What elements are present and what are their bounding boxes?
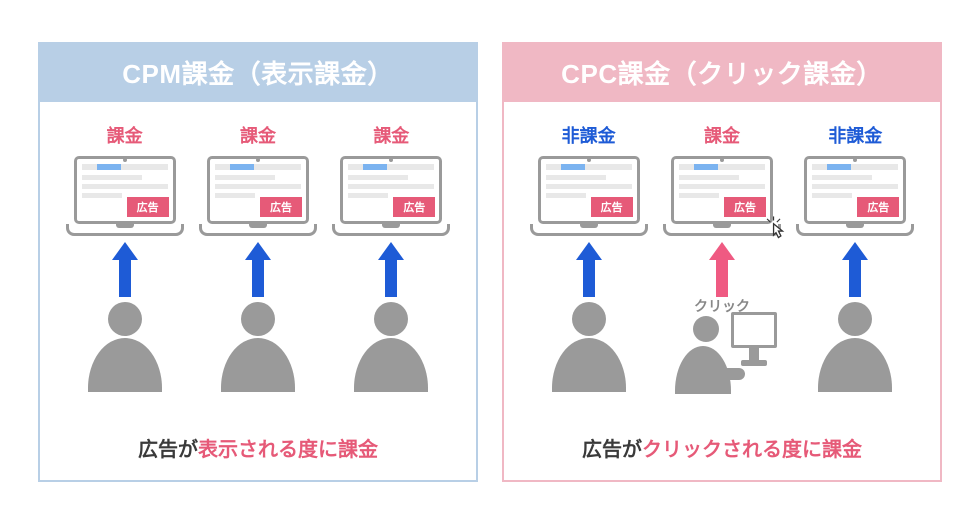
laptop-icon: 広告 [796,156,914,236]
cpc-caption: 広告がクリックされる度に課金 [522,433,922,462]
person-icon [218,302,298,392]
arrow-up-icon [383,242,399,296]
laptop-icon: 広告 [530,156,648,236]
laptop-icon: 広告 [66,156,184,236]
cpm-panel: CPM課金（表示課金） 課金 広告 課金 [38,42,478,482]
ad-badge: 広告 [127,197,169,217]
ad-badge: 広告 [857,197,899,217]
cpm-title: CPM課金（表示課金） [122,54,394,91]
cpm-panel-header: CPM課金（表示課金） [40,44,476,102]
cpm-row: 課金 広告 課金 広告 [58,122,458,392]
cpm-col: 課金 広告 [58,122,191,392]
person-icon [351,302,431,392]
cpm-caption: 広告が表示される度に課金 [58,433,458,462]
status-label: 課金 [240,122,276,148]
cpc-col: 非課金 広告 [789,122,922,394]
caption-pre: 広告が [138,439,198,461]
click-cursor-icon [763,214,789,240]
person-icon [85,302,165,392]
ad-badge: 広告 [260,197,302,217]
cpm-col: 課金 広告 [191,122,324,392]
arrow-up-icon [847,242,863,296]
cpc-col: 非課金 広告 [522,122,655,394]
arrow-up-icon [250,242,266,296]
arrow-up-icon [117,242,133,296]
person-icon [549,302,629,392]
laptop-icon: 広告 [663,156,781,236]
laptop-icon: 広告 [199,156,317,236]
status-label: 課金 [373,122,409,148]
caption-highlight: クリックされる度に課金 [642,439,862,461]
cpm-panel-body: 課金 広告 課金 広告 [40,102,476,480]
status-label: 非課金 [828,122,882,148]
status-label: 課金 [704,122,740,148]
ad-badge: 広告 [724,197,766,217]
caption-pre: 広告が [582,439,642,461]
cpc-title: CPC課金（クリック課金） [561,54,883,91]
laptop-icon: 広告 [332,156,450,236]
person-clicking-icon: クリック [667,302,777,394]
cpc-panel-body: 非課金 広告 課金 広告 [504,102,940,480]
caption-highlight: 表示される度に課金 [198,439,378,461]
ad-badge: 広告 [393,197,435,217]
status-label: 非課金 [562,122,616,148]
person-icon [815,302,895,392]
cpc-panel: CPC課金（クリック課金） 非課金 広告 課金 [502,42,942,482]
cpc-col: 課金 広告 [655,122,788,394]
ad-badge: 広告 [591,197,633,217]
arrow-up-icon [581,242,597,296]
cpm-col: 課金 広告 [325,122,458,392]
arrow-up-icon [714,242,730,296]
cpc-panel-header: CPC課金（クリック課金） [504,44,940,102]
status-label: 課金 [107,122,143,148]
cpc-row: 非課金 広告 課金 広告 [522,122,922,394]
